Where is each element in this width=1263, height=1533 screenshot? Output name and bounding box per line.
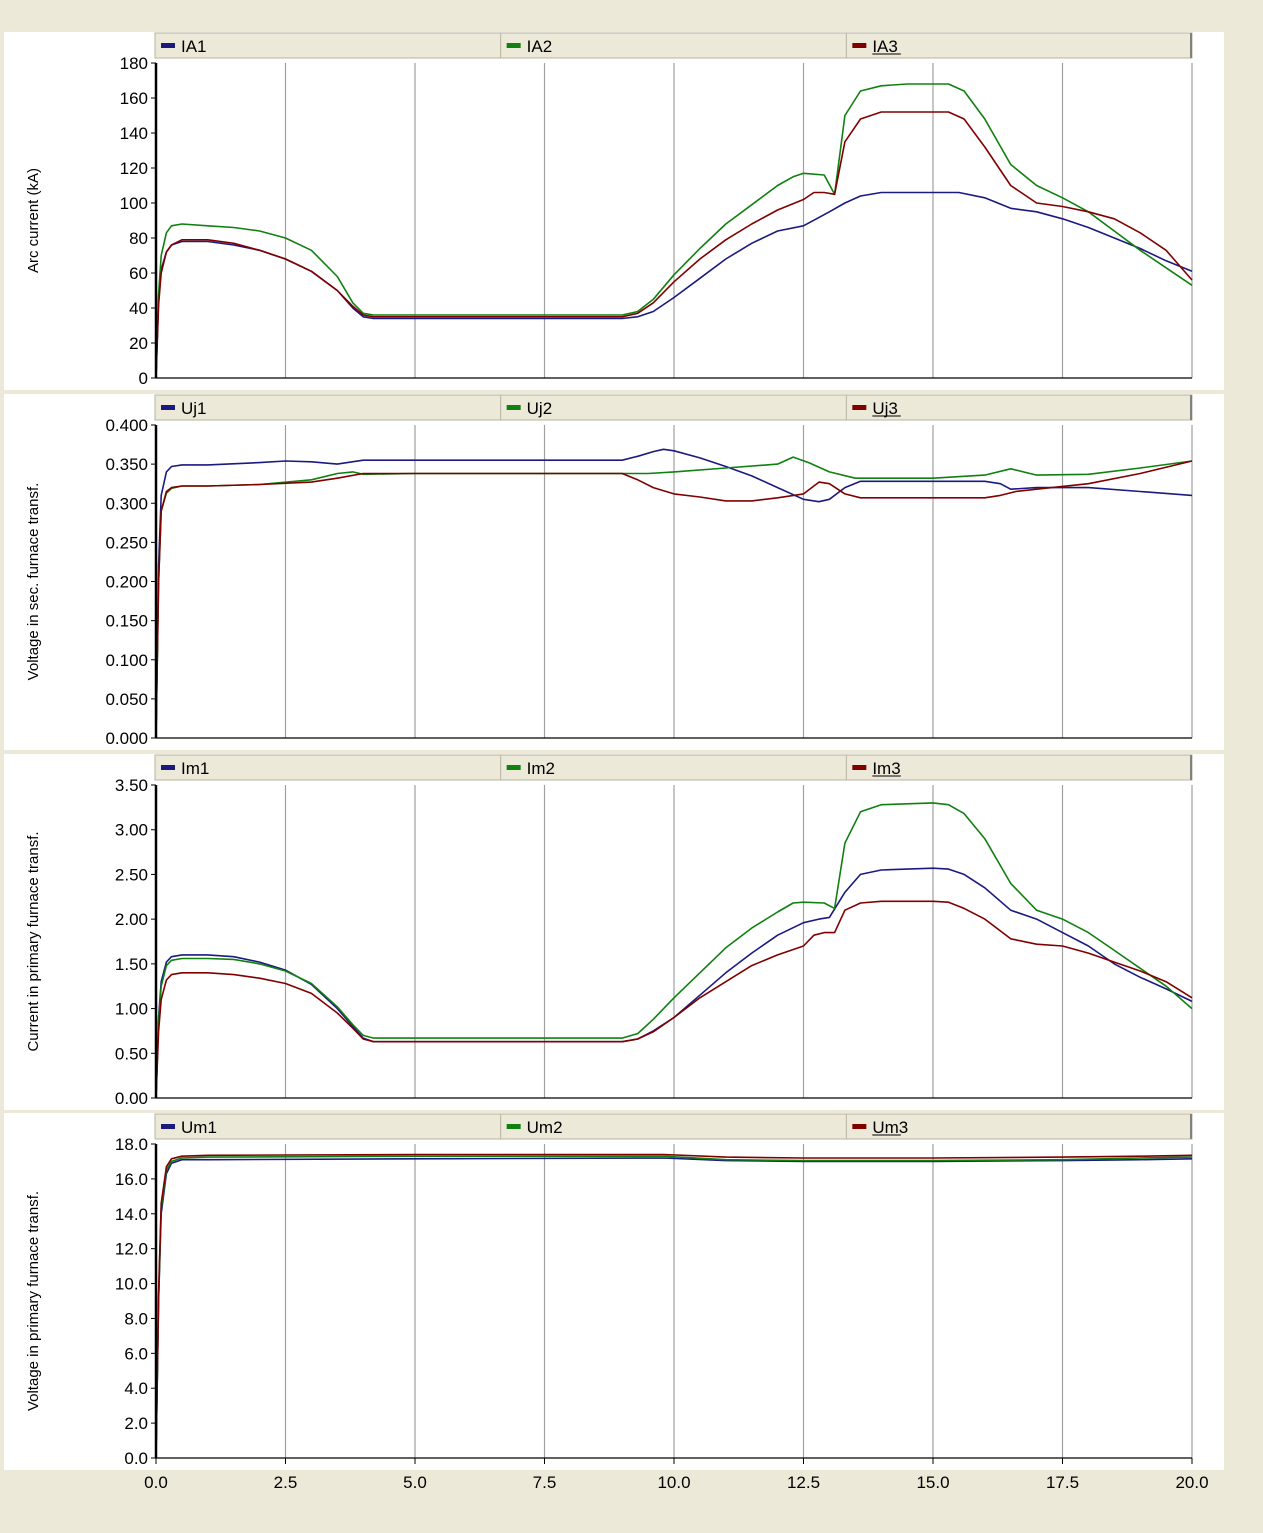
x-tick-label: 0.0 [144,1473,168,1492]
y-tick-label: 0.000 [105,729,148,748]
chart-panel-4: Um1 Um2 Um3 0.0 2.0 4.0 6.0 8.0 10.0 12.0 14.0 16.0… [4,1113,1224,1492]
y-tick-label: 0.150 [105,612,148,631]
y-tick-label: 0.050 [105,690,148,709]
legend-label-ia2[interactable]: IA2 [527,37,553,56]
legend-label-uj1[interactable]: Uj1 [181,399,207,418]
y-tick-label: 0.400 [105,416,148,435]
y-tick-label: 10.0 [115,1275,148,1294]
x-tick-label: 10.0 [657,1473,690,1492]
y-tick-label: 2.0 [124,1414,148,1433]
legend-label-ia1[interactable]: IA1 [181,37,207,56]
chart-panel-2: Uj1 Uj2 Uj3 0.000 0.050 0.100 0.150 0.200 0.250 0… [4,394,1224,750]
y-tick-label: 14.0 [115,1205,148,1224]
legend-swatch-ia1 [161,43,175,48]
y-tick-label: 0.0 [124,1449,148,1468]
y-axis-title: Arc current (kA) [25,168,42,273]
series-line-uj1 [155,448,1193,739]
series-line-ia1 [155,191,1193,379]
y-axis-title: Voltage in primary furnace transf. [25,1191,42,1411]
y-tick-label: 80 [129,229,148,248]
chart-panel-3: Im1 Im2 Im3 0.00 0.50 1.00 1.50 2.00 2.50 3.00 3.5… [4,754,1224,1110]
legend-label-um2[interactable]: Um2 [527,1118,563,1137]
legend-swatch-ia3 [852,43,867,48]
legend-swatch-im3 [852,765,867,770]
x-tick-label: 20.0 [1175,1473,1208,1492]
legend-label-ia3[interactable]: IA3 [872,37,898,56]
legend-bar [154,32,1193,59]
y-tick-label: 16.0 [115,1170,148,1189]
panel-background [4,1113,1224,1470]
series-line-im1 [155,867,1193,1099]
y-tick-label: 160 [120,89,148,108]
legend-swatch-im1 [161,765,175,770]
legend-bar [154,754,1193,781]
legend-bar [154,394,1193,421]
y-tick-label: 0.250 [105,533,148,552]
series-line-im3 [155,900,1193,1099]
y-tick-label: 2.00 [115,910,148,929]
y-tick-label: 0.00 [115,1089,148,1108]
legend-label-um1[interactable]: Um1 [181,1118,217,1137]
panel-background [4,394,1224,750]
y-tick-label: 0.200 [105,573,148,592]
legend-label-im1[interactable]: Im1 [181,759,209,778]
legend-label-im2[interactable]: Im2 [527,759,555,778]
y-axis-title: Voltage in sec. furnace transf. [25,483,42,681]
panel-background [4,754,1224,1110]
y-tick-label: 0.100 [105,651,148,670]
legend-swatch-ia2 [506,43,521,48]
legend-bar [154,1113,1193,1140]
legend-label-im3[interactable]: Im3 [872,759,900,778]
chart-panel-1: IA1 IA2 IA3 0 20 40 60 80 100 120 140 160 180 Arc cur… [4,32,1224,390]
y-tick-label: 18.0 [115,1135,148,1154]
y-tick-label: 100 [120,194,148,213]
y-tick-label: 140 [120,124,148,143]
y-tick-label: 4.0 [124,1379,148,1398]
y-tick-label: 0.350 [105,455,148,474]
y-tick-label: 2.50 [115,865,148,884]
y-tick-label: 0.300 [105,494,148,513]
y-tick-label: 3.50 [115,776,148,795]
y-tick-label: 8.0 [124,1309,148,1328]
y-tick-label: 12.0 [115,1240,148,1259]
legend-label-uj2[interactable]: Uj2 [527,399,553,418]
legend-label-uj3[interactable]: Uj3 [872,399,898,418]
y-tick-label: 120 [120,159,148,178]
x-tick-label: 17.5 [1046,1473,1079,1492]
x-tick-label: 15.0 [916,1473,949,1492]
y-axis-title: Current in primary furnace transf. [25,831,42,1051]
series-line-ia3 [155,111,1193,379]
y-tick-label: 1.50 [115,955,148,974]
panel-background [4,32,1224,390]
y-tick-label: 60 [129,264,148,283]
legend-swatch-uj2 [506,405,521,410]
series-line-im2 [155,802,1193,1099]
series-line-ia2 [155,83,1193,379]
y-tick-label: 0 [139,369,148,388]
legend-swatch-um2 [506,1124,521,1129]
y-tick-label: 0.50 [115,1044,148,1063]
series-line-um3 [155,1153,1193,1459]
y-tick-label: 40 [129,299,148,318]
x-tick-label: 7.5 [533,1473,557,1492]
y-tick-label: 180 [120,54,148,73]
series-line-uj3 [155,460,1193,739]
legend-swatch-um1 [161,1124,175,1129]
legend-swatch-um3 [852,1124,867,1129]
x-tick-label: 5.0 [403,1473,427,1492]
legend-label-um3[interactable]: Um3 [872,1118,908,1137]
x-tick-label: 2.5 [274,1473,298,1492]
y-tick-label: 3.00 [115,821,148,840]
y-tick-label: 20 [129,334,148,353]
legend-swatch-uj1 [161,405,175,410]
y-tick-label: 6.0 [124,1344,148,1363]
x-tick-label: 12.5 [787,1473,820,1492]
legend-swatch-im2 [506,765,521,770]
legend-swatch-uj3 [852,405,867,410]
y-tick-label: 1.00 [115,1000,148,1019]
